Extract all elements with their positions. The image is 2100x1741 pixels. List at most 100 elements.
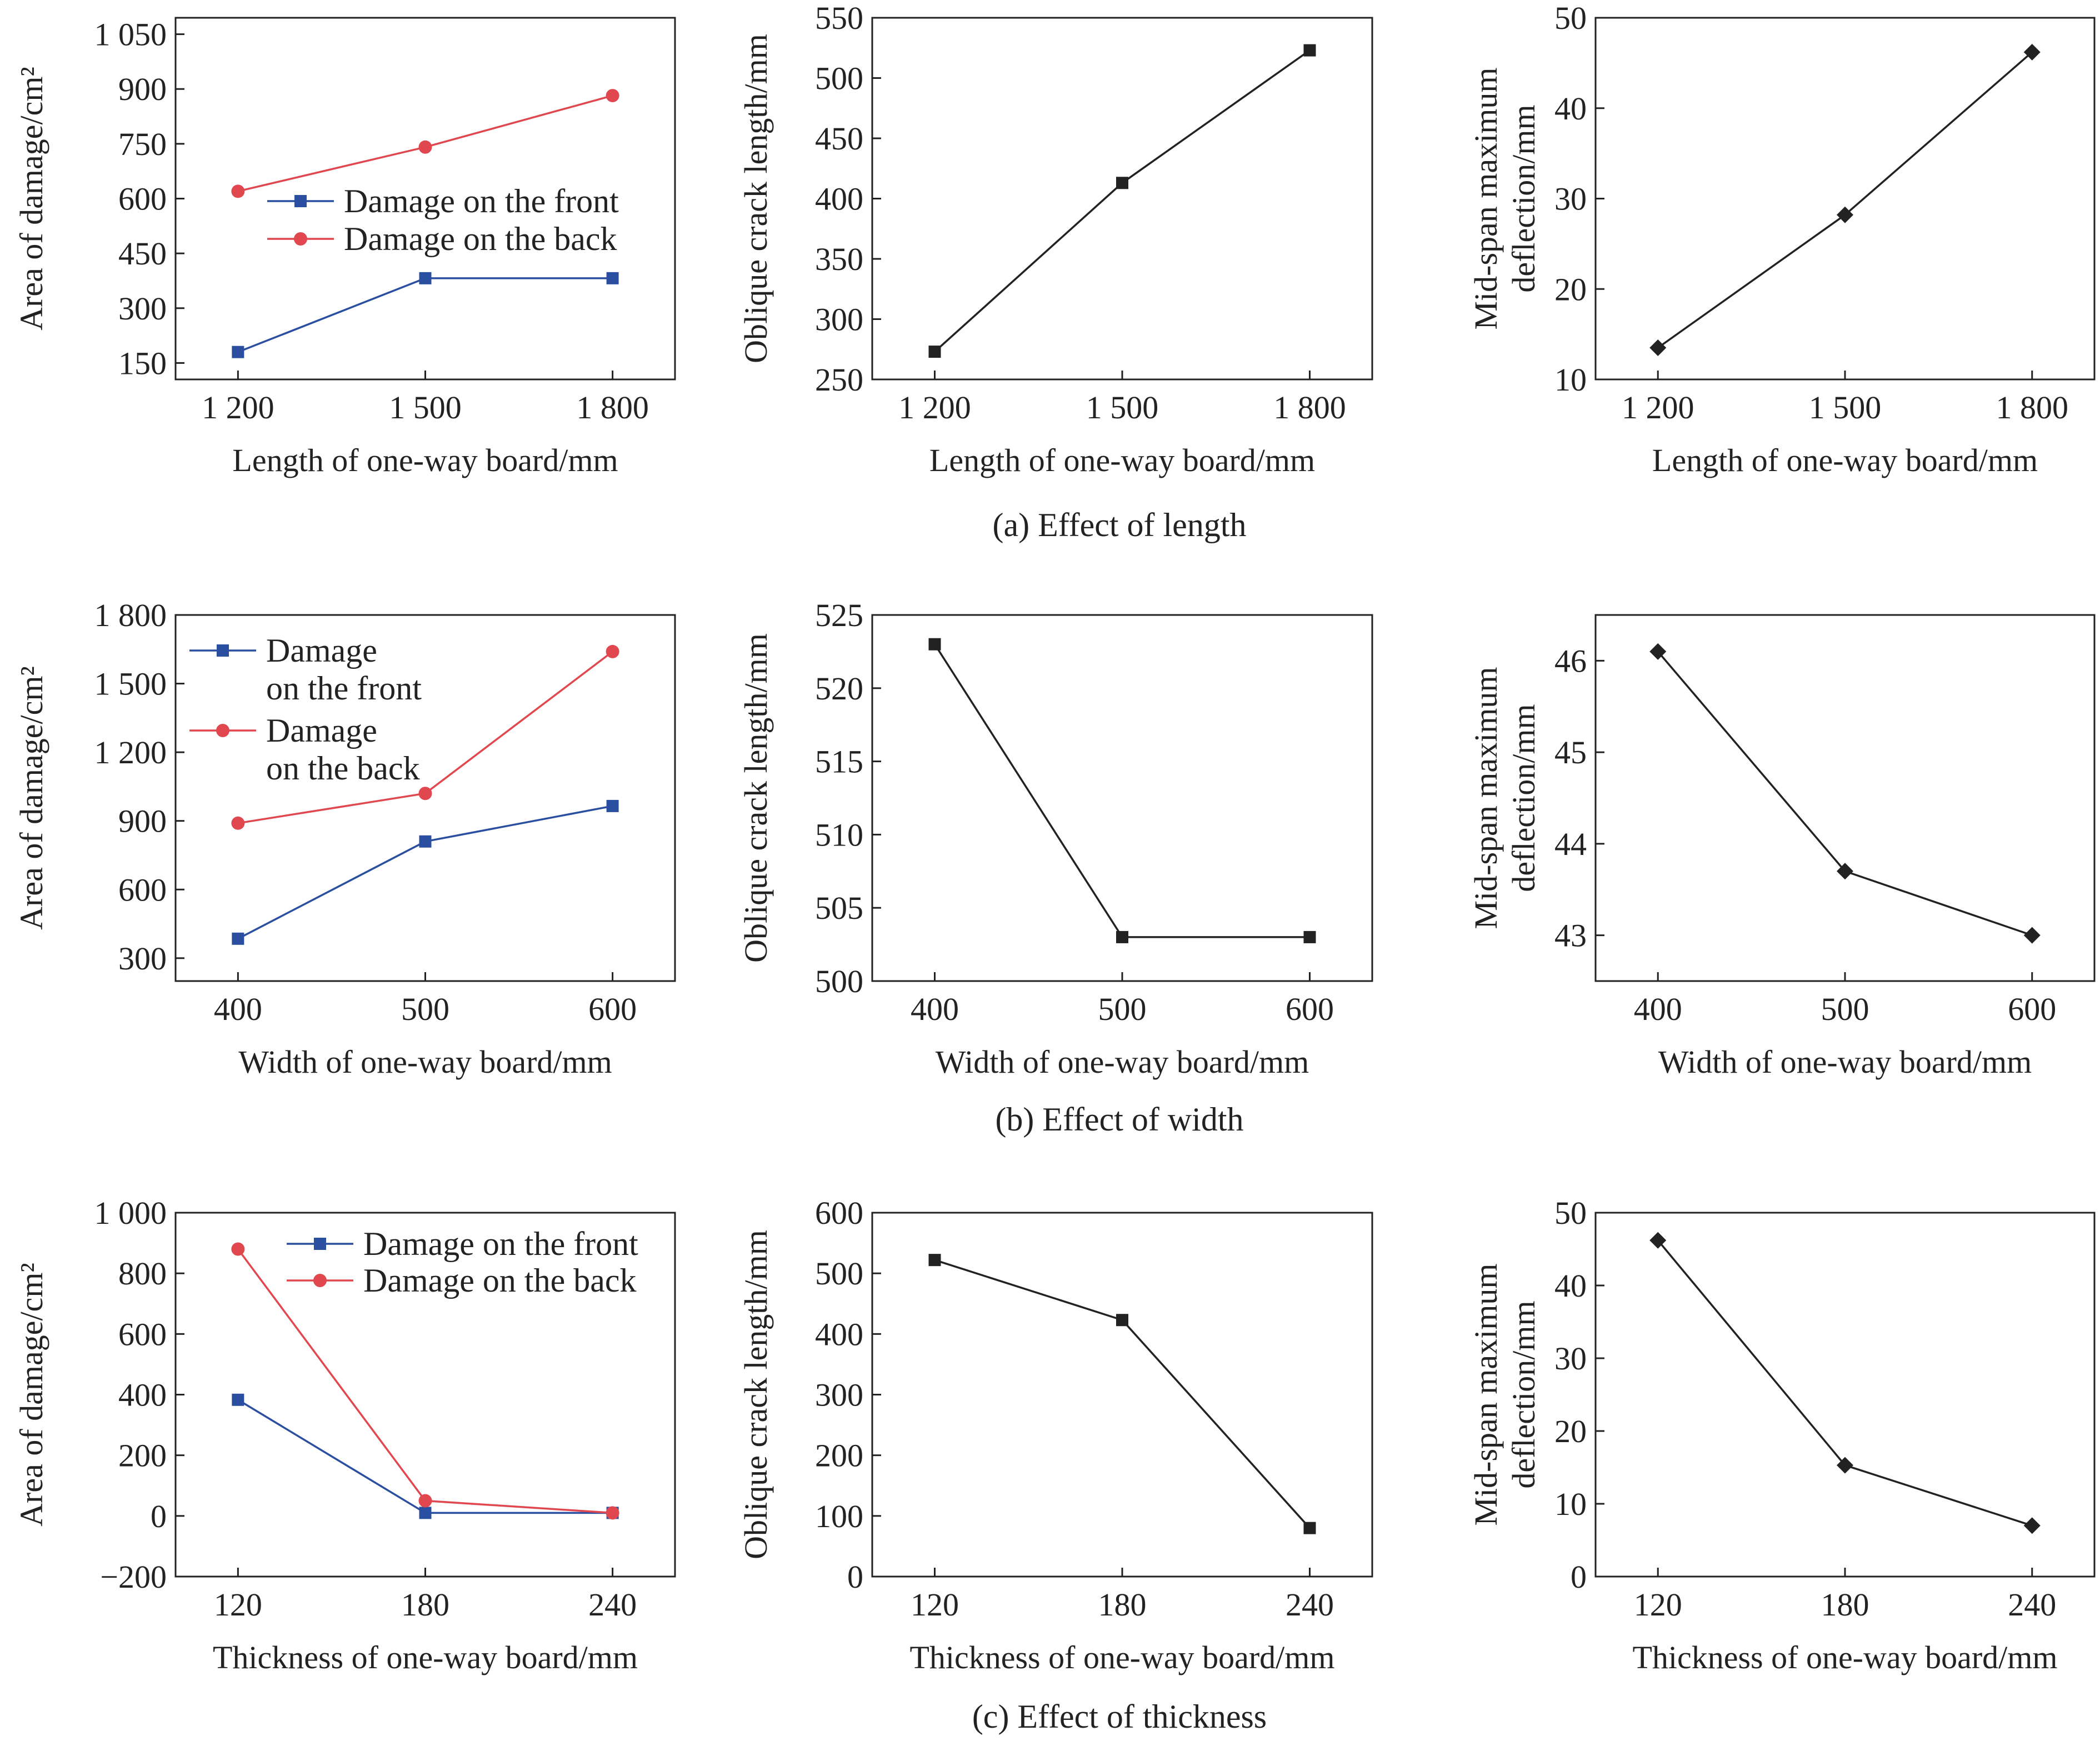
legend-marker <box>216 724 229 737</box>
legend-label: Damage on the back <box>344 221 617 257</box>
data-point-1-2 <box>419 272 432 284</box>
data-point-1-3 <box>1303 930 1316 943</box>
y-tick-label: 250 <box>815 362 863 398</box>
x-tick-label: 1 500 <box>389 389 462 426</box>
y-tick-label: 1 000 <box>94 1195 167 1231</box>
y-tick-label: 45 <box>1554 734 1587 771</box>
y-tick-label: 10 <box>1554 1486 1587 1522</box>
legend-label: Damage on the front <box>344 183 619 219</box>
x-axis-label: Length of one-way board/mm <box>929 442 1315 478</box>
y-tick-label: 600 <box>118 872 167 908</box>
x-tick-label: 1 800 <box>576 389 649 426</box>
y-tick-label: 750 <box>118 126 167 162</box>
data-point-1-1 <box>1649 1232 1667 1249</box>
chart-9: 0 10 20 30 40 50 120 180 240 Thickness of one-way… <box>1468 1195 2096 1675</box>
legend-marker <box>294 232 307 246</box>
plot-frame <box>1594 614 2096 982</box>
x-tick-label: 600 <box>588 991 637 1027</box>
y-axis-label: Oblique crack length/mm <box>738 633 774 963</box>
y-tick-label: 515 <box>815 744 863 780</box>
x-tick-label: 600 <box>1286 991 1334 1027</box>
data-point-1-3 <box>2023 927 2041 944</box>
y-tick-label: 30 <box>1554 1340 1587 1377</box>
x-tick-label: 180 <box>401 1587 449 1623</box>
y-tick-label: 1 200 <box>94 734 167 771</box>
series-line-1 <box>1657 1239 2033 1527</box>
x-tick-label: 1 800 <box>1273 389 1346 426</box>
y-tick-label: 510 <box>815 817 863 853</box>
series-line-1 <box>934 1259 1311 1529</box>
data-point-2-3 <box>606 644 619 658</box>
chart-2: 250 300 350 400 450 500 550 1 200 1 500 1 800 Leng… <box>738 0 1373 478</box>
chart-6: 43 44 45 46 400 500 600 Width of one-way board/… <box>1468 614 2096 1080</box>
data-point-1-1 <box>928 346 941 358</box>
x-tick-label: 1 500 <box>1809 389 1882 426</box>
chart-7: −200 0 200 400 600 800 1 000 120 180 240 Thickness… <box>13 1195 676 1675</box>
legend-marker <box>217 644 229 657</box>
x-tick-label: 400 <box>911 991 959 1027</box>
data-point-1-1 <box>928 638 941 651</box>
data-point-1-2 <box>419 835 432 848</box>
y-tick-label: 600 <box>118 181 167 217</box>
x-axis-label: Width of one-way board/mm <box>1658 1044 2032 1080</box>
y-axis-label: Area of damage/cm² <box>13 67 49 331</box>
y-tick-label: 50 <box>1554 0 1587 36</box>
y-tick-label: 300 <box>118 291 167 327</box>
legend-marker <box>314 1238 326 1250</box>
y-tick-label: 505 <box>815 890 863 926</box>
data-point-1-1 <box>232 346 244 358</box>
legend-marker <box>294 195 307 207</box>
data-point-2-2 <box>418 140 432 154</box>
x-tick-label: 120 <box>214 1587 262 1623</box>
x-axis-label: Width of one-way board/mm <box>936 1044 1309 1080</box>
series-line-1 <box>237 277 613 353</box>
x-axis-label: Length of one-way board/mm <box>232 442 618 478</box>
plot-frame <box>871 1212 1373 1578</box>
data-point-2-2 <box>418 787 432 801</box>
y-axis-label: Area of damage/cm² <box>13 666 49 930</box>
x-axis-label: Thickness of one-way board/mm <box>909 1639 1334 1675</box>
series-line-1 <box>237 805 613 940</box>
series-line-1 <box>1657 651 2033 937</box>
y-tick-label: 1 500 <box>94 666 167 702</box>
data-point-1-3 <box>2023 1517 2041 1534</box>
x-tick-label: 240 <box>2008 1587 2056 1623</box>
x-tick-label: 600 <box>2008 991 2056 1027</box>
y-tick-label: 10 <box>1554 362 1587 398</box>
y-tick-label: 300 <box>815 1377 863 1413</box>
data-point-1-3 <box>606 799 619 812</box>
chart-5: 500 505 510 515 520 525 400 500 600 Width of one-… <box>738 597 1373 1080</box>
y-tick-label: 400 <box>815 1316 863 1352</box>
caption-width: (b) Effect of width <box>995 1101 1243 1138</box>
chart-4: 300 600 900 1 200 1 500 1 800 400 500 600 Width o… <box>13 597 676 1080</box>
data-point-1-2 <box>1837 206 1853 223</box>
y-tick-label: 500 <box>815 1255 863 1292</box>
chart-8: 0 100 200 300 400 500 600 120 180 240 Thickness of… <box>738 1195 1373 1675</box>
data-point-1-2 <box>1116 930 1128 943</box>
y-tick-label: 46 <box>1554 643 1587 679</box>
y-tick-label: 520 <box>815 671 863 707</box>
y-tick-label: 40 <box>1554 91 1587 127</box>
y-tick-label: 40 <box>1554 1268 1587 1304</box>
data-point-2-3 <box>606 89 619 103</box>
legend-label: Damage on the back <box>363 1262 636 1299</box>
y-axis-label: Mid-span maximum <box>1468 667 1504 929</box>
y-tick-label: 550 <box>815 0 863 36</box>
data-point-1-2 <box>1837 1457 1853 1474</box>
x-tick-label: 500 <box>1821 991 1869 1027</box>
data-point-1-3 <box>606 272 619 284</box>
legend-label: Damage <box>266 712 377 749</box>
x-axis-label: Thickness of one-way board/mm <box>1632 1639 2057 1675</box>
x-tick-label: 1 800 <box>1996 389 2069 426</box>
data-point-1-2 <box>1116 1314 1128 1327</box>
data-point-1-2 <box>419 1507 432 1519</box>
y-tick-label: 450 <box>815 121 863 157</box>
x-tick-label: 1 500 <box>1086 389 1159 426</box>
plot-frame <box>871 17 1373 381</box>
series-line-1 <box>934 49 1311 353</box>
y-tick-label: 400 <box>118 1377 167 1413</box>
